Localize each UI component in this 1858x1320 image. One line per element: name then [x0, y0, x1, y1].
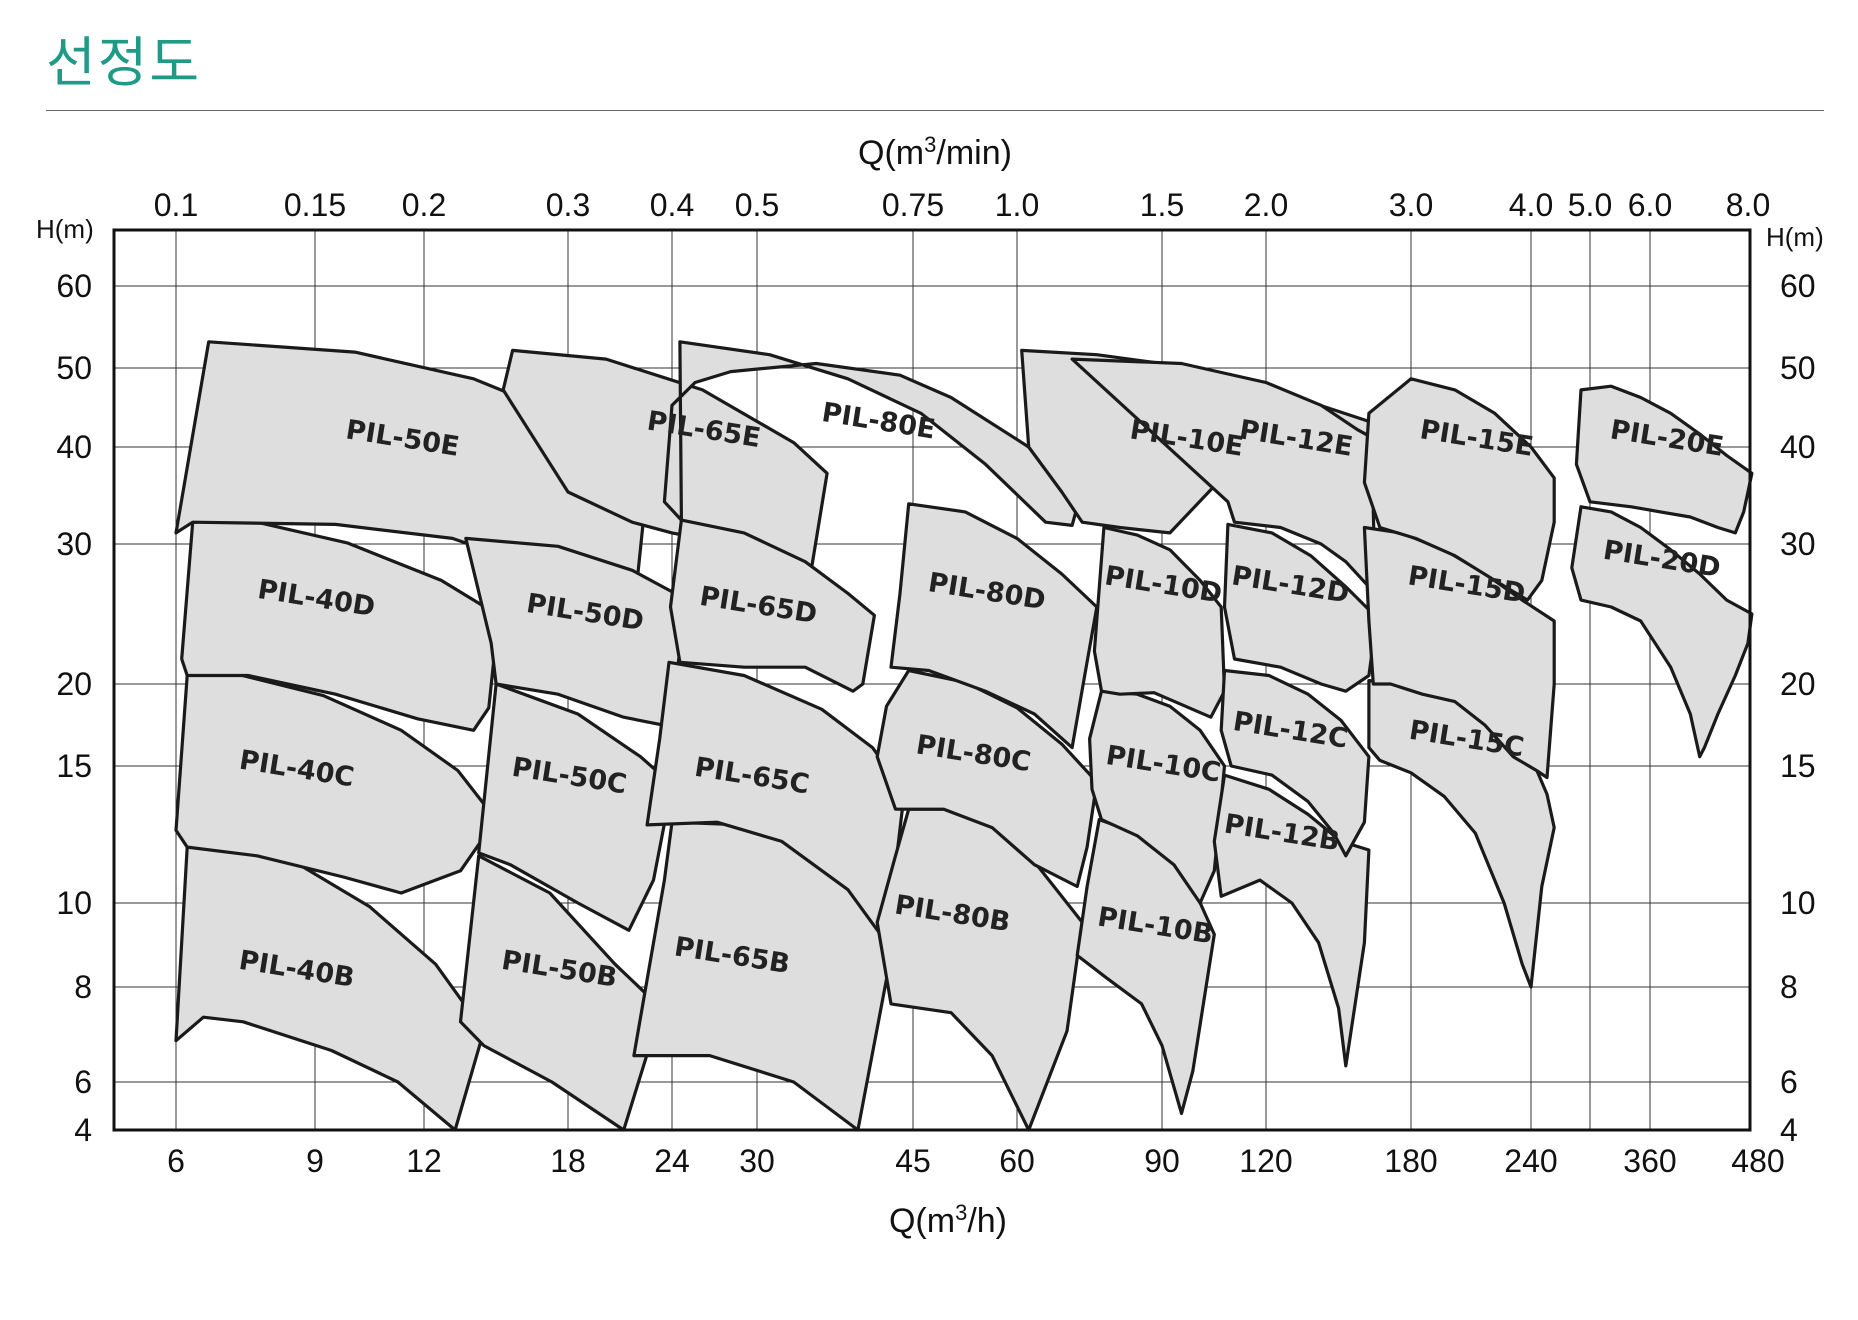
- region-pil-12c: [1219, 668, 1371, 858]
- region-pil-10c: [1088, 689, 1227, 905]
- region-pil-65d: [668, 518, 876, 693]
- y-left-tick-label: 15: [56, 748, 92, 784]
- x-bottom-tick-label: 45: [895, 1143, 931, 1179]
- region-pil-20d: [1570, 505, 1754, 759]
- region-pil-40d: [180, 518, 501, 732]
- x-bottom-tick-label: 30: [739, 1143, 775, 1179]
- y-left-tick-label: 30: [56, 526, 92, 562]
- x-top-tick-label: 1.5: [1140, 187, 1184, 223]
- x-top-tick-label: 4.0: [1509, 187, 1553, 223]
- region-pil-80d: [889, 502, 1099, 750]
- x-bottom-tick-label: 60: [999, 1143, 1035, 1179]
- top-axis-title: Q(m3/min): [858, 132, 1012, 172]
- x-bottom-tick-label: 18: [550, 1143, 586, 1179]
- x-bottom-tick-label: 9: [306, 1143, 324, 1179]
- x-bottom-tick-label: 6: [167, 1143, 185, 1179]
- x-top-tick-label: 0.4: [650, 187, 694, 223]
- right-axis-unit: H(m): [1766, 222, 1824, 252]
- x-bottom-tick-label: 120: [1239, 1143, 1292, 1179]
- left-axis-unit: H(m): [36, 214, 94, 244]
- y-left-tick-label: 60: [56, 268, 92, 304]
- region-pil-20e: [1574, 384, 1754, 535]
- y-left-tick-label: 20: [56, 666, 92, 702]
- y-right-tick-label: 40: [1780, 429, 1816, 465]
- region-pil-40c: [174, 670, 498, 895]
- region-pil-80e: [662, 340, 1079, 527]
- x-top-tick-label: 0.2: [402, 187, 446, 223]
- x-top-tick-label: 2.0: [1244, 187, 1288, 223]
- y-left-tick-label: 50: [56, 350, 92, 386]
- y-right-tick-label: 30: [1780, 526, 1816, 562]
- model-regions: [174, 340, 1754, 1132]
- y-right-tick-label: 4: [1780, 1112, 1798, 1148]
- x-top-tick-label: 0.3: [546, 187, 590, 223]
- x-top-tick-label: 0.75: [882, 187, 944, 223]
- bottom-axis-title: Q(m3/h): [889, 1200, 1007, 1240]
- y-left-tick-label: 10: [56, 885, 92, 921]
- y-left-tick-label: 40: [56, 429, 92, 465]
- tick-labels: 6 9 12 18 24 30 45 60 90 120 180 240 360 480 0.1 0.15 0.…: [56, 187, 1815, 1179]
- y-left-tick-label: 4: [74, 1112, 92, 1148]
- region-pil-10d: [1092, 525, 1227, 719]
- x-top-tick-label: 6.0: [1628, 187, 1672, 223]
- x-bottom-tick-label: 360: [1623, 1143, 1676, 1179]
- x-top-tick-label: 5.0: [1568, 187, 1612, 223]
- x-top-tick-label: 0.1: [154, 187, 198, 223]
- title-divider: [46, 110, 1824, 111]
- region-pil-80c: [875, 668, 1099, 889]
- region-pil-65c: [645, 660, 906, 945]
- x-bottom-tick-label: 24: [654, 1143, 690, 1179]
- y-right-tick-label: 50: [1780, 350, 1816, 386]
- region-pil-12d: [1222, 522, 1375, 693]
- y-left-tick-label: 6: [74, 1064, 92, 1100]
- region-pil-12b: [1212, 773, 1371, 1068]
- region-pil-15e: [1362, 377, 1556, 602]
- region-pil-50c: [477, 682, 674, 932]
- y-right-tick-label: 60: [1780, 268, 1816, 304]
- x-top-tick-label: 3.0: [1389, 187, 1433, 223]
- y-right-tick-label: 15: [1780, 748, 1816, 784]
- y-right-tick-label: 10: [1780, 885, 1816, 921]
- y-right-tick-label: 8: [1780, 969, 1798, 1005]
- x-bottom-tick-label: 480: [1731, 1143, 1784, 1179]
- y-left-tick-label: 8: [74, 969, 92, 1005]
- x-bottom-tick-label: 12: [406, 1143, 442, 1179]
- x-bottom-tick-label: 180: [1384, 1143, 1437, 1179]
- plot-frame: [112, 228, 1752, 1132]
- y-right-tick-label: 6: [1780, 1064, 1798, 1100]
- x-bottom-tick-label: 240: [1504, 1143, 1557, 1179]
- x-top-tick-label: 1.0: [995, 187, 1039, 223]
- x-top-tick-label: 0.5: [735, 187, 779, 223]
- page-title: 선정도: [46, 31, 202, 94]
- x-top-tick-label: 8.0: [1726, 187, 1770, 223]
- x-bottom-tick-label: 90: [1144, 1143, 1180, 1179]
- y-right-tick-label: 20: [1780, 666, 1816, 702]
- x-top-tick-label: 0.15: [284, 187, 346, 223]
